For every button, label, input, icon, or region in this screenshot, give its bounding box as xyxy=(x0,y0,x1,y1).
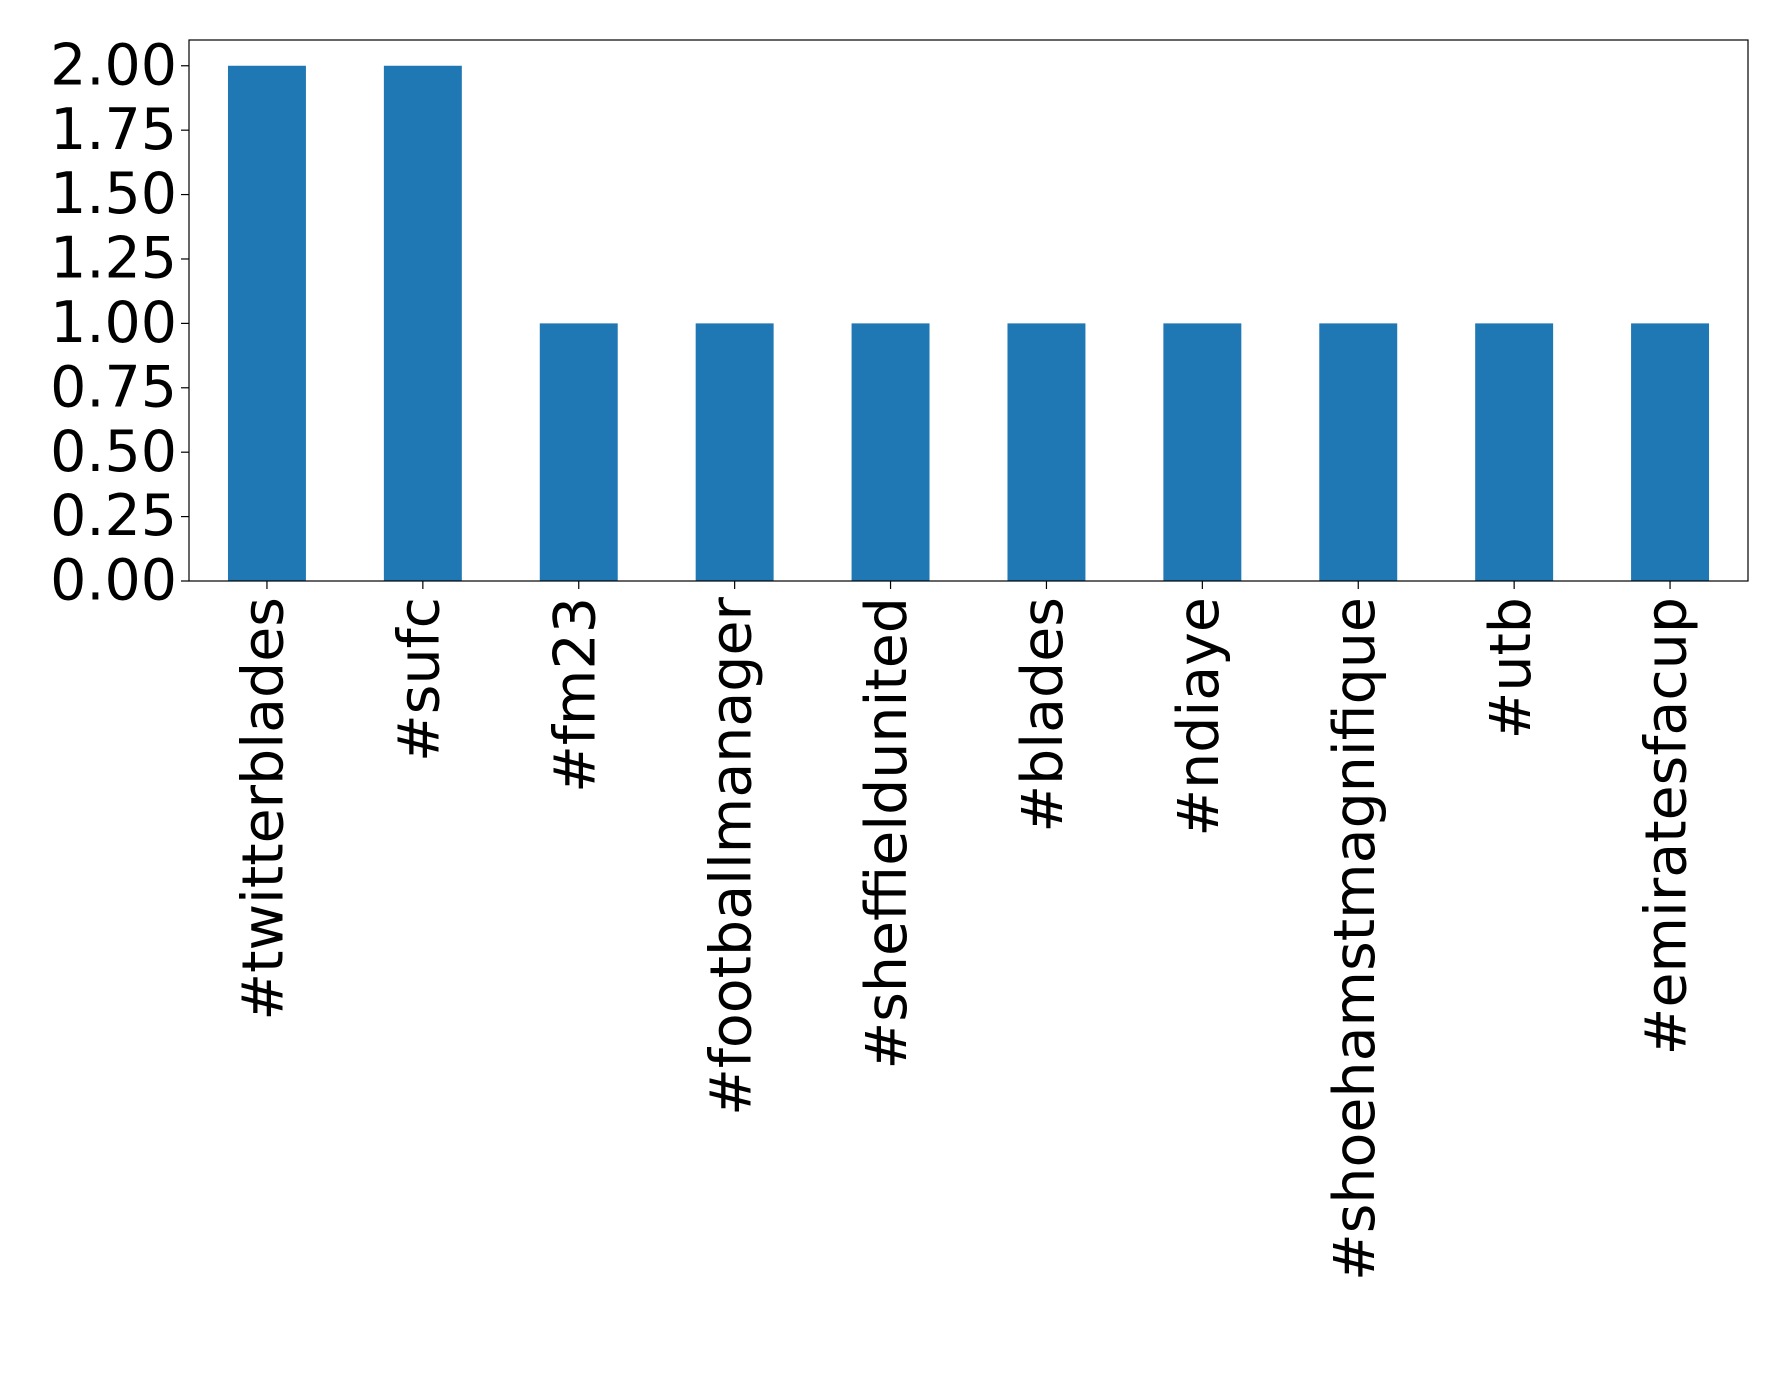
y-tick-label: 2.00 xyxy=(50,32,177,98)
bar xyxy=(1475,323,1554,581)
y-tick-label: 0.25 xyxy=(50,483,177,549)
x-tick-label: #shoehamstmagnifique xyxy=(1322,597,1388,1281)
x-tick-label: #fm23 xyxy=(542,597,608,793)
bar xyxy=(851,323,930,581)
y-tick-label: 1.25 xyxy=(50,226,177,292)
bar xyxy=(1631,323,1710,581)
plot-frame xyxy=(188,39,1749,582)
bar xyxy=(383,65,462,581)
x-tick-label: #ndiaye xyxy=(1166,597,1232,837)
bar xyxy=(1163,323,1242,581)
y-tick-label: 1.50 xyxy=(50,161,177,227)
y-tick-label: 0.00 xyxy=(50,548,177,614)
x-tick-label: #emiratesfacup xyxy=(1634,597,1700,1055)
y-tick-label: 0.50 xyxy=(50,419,177,485)
x-tick-label: #twitterblades xyxy=(231,597,297,1021)
bar xyxy=(695,323,774,581)
x-tick-label: #sufc xyxy=(386,597,452,762)
bar xyxy=(539,323,618,581)
bar xyxy=(227,65,306,581)
y-tick-label: 0.75 xyxy=(50,354,177,420)
x-tick-label: #blades xyxy=(1010,597,1076,833)
bar xyxy=(1007,323,1086,581)
bar xyxy=(1319,323,1398,581)
x-tick-label: #footballmanager xyxy=(698,596,764,1115)
x-tick-label: #utb xyxy=(1478,597,1544,739)
y-tick-label: 1.00 xyxy=(50,290,177,356)
y-tick-label: 1.75 xyxy=(50,97,177,163)
x-tick-label: #sheffieldunited xyxy=(854,597,920,1070)
